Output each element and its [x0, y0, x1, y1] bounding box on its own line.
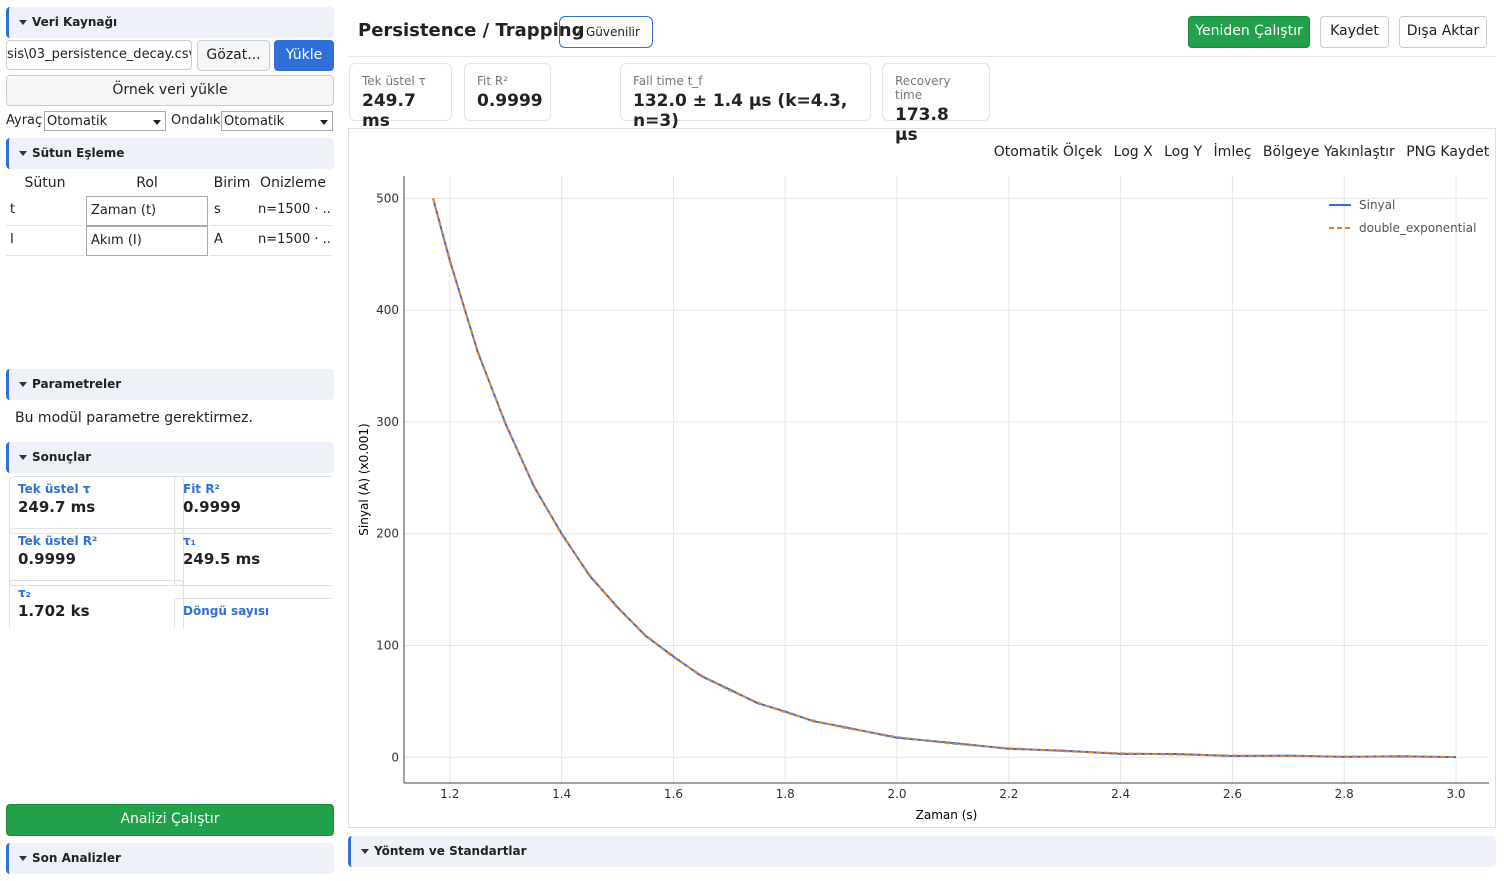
x-tick-label: 2.4 — [1111, 787, 1130, 801]
status-badge: Güvenilir — [559, 16, 653, 48]
table-header: Onizleme — [260, 175, 326, 191]
legend-label: double_exponential — [1359, 221, 1476, 235]
role-select[interactable]: Zaman (t) — [86, 196, 208, 226]
y-tick-label: 500 — [376, 191, 399, 205]
metric-label: Fit R² — [477, 74, 509, 88]
metric-label: Tek üstel τ — [362, 74, 426, 88]
x-tick-label: 2.6 — [1223, 787, 1242, 801]
rerun-button[interactable]: Yeniden Çalıştır — [1188, 16, 1310, 48]
toolbar-button[interactable]: Log Y — [1164, 143, 1203, 160]
y-tick-label: 200 — [376, 527, 399, 541]
table-cell: A — [210, 226, 254, 256]
result-card: τ₁ 249.5 ms — [174, 528, 332, 586]
y-tick-label: 100 — [376, 639, 399, 653]
table-header: Sütun — [24, 175, 66, 191]
table-cell: n=1500 · ... — [254, 196, 332, 226]
y-tick-label: 400 — [376, 303, 399, 317]
table-cell: n=1500 · ... — [254, 226, 332, 256]
result-card: Döngü sayısı — [174, 598, 332, 628]
metric-value: 173.8 µs — [895, 105, 949, 145]
result-card: Tek üstel τ 249.7 ms — [9, 476, 184, 534]
run-button[interactable]: Analizi Çalıştır — [6, 804, 334, 836]
result-value: 249.7 ms — [18, 498, 96, 516]
legend-label: Sinyal — [1359, 198, 1395, 212]
metric-card: Tek üstel τ 249.7 ms — [349, 63, 452, 131]
select[interactable]: Otomatik — [44, 111, 166, 131]
section-header[interactable]: Son Analizler — [6, 843, 334, 874]
result-label: Döngü sayısı — [183, 604, 270, 618]
section-header[interactable]: Veri Kaynağı — [6, 7, 334, 38]
result-value: 0.9999 — [183, 498, 241, 516]
role-select[interactable]: Akım (I) — [86, 226, 208, 256]
result-card: τ₂ 1.702 ks — [9, 580, 184, 628]
result-label: τ₁ — [183, 534, 196, 548]
metric-value: 249.7 ms — [362, 91, 416, 131]
x-tick-label: 2.0 — [887, 787, 906, 801]
metric-card: Fit R² 0.9999 — [464, 63, 551, 121]
page-title: Persistence / Trapping — [358, 20, 585, 41]
metric-card: Recovery time 173.8 µs — [882, 63, 990, 145]
note: Bu modül parametre gerektirmez. — [15, 410, 253, 426]
result-card: Fit R² 0.9999 — [174, 476, 332, 534]
check-icon — [573, 28, 582, 36]
x-tick-label: 2.8 — [1335, 787, 1354, 801]
toolbar-button[interactable]: Bölgeye Yakınlaştır — [1262, 143, 1395, 160]
result-cards: Tek üstel τ 249.7 ms Fit R² 0.9999 Tek üstel… — [9, 476, 332, 628]
metric-label: Fall time t_f — [633, 74, 703, 88]
save-button[interactable]: Kaydet — [1320, 16, 1389, 48]
table-header: Birim — [213, 175, 251, 191]
table-cell: t — [6, 196, 84, 226]
chart-toolbar: Otomatik Ölçek Log X Log Y İmleç Bölgeye Yak… — [988, 129, 1495, 174]
x-tick-label: 1.2 — [440, 787, 459, 801]
section-header[interactable]: Sütun Eşleme — [6, 138, 334, 169]
label: Ayraç — [6, 113, 43, 128]
x-tick-label: 1.6 — [664, 787, 683, 801]
label: Ondalık — [171, 113, 221, 128]
toolbar-button[interactable]: PNG Kaydet — [1406, 143, 1490, 160]
divider — [348, 56, 1496, 57]
toolbar-button[interactable]: Log X — [1113, 143, 1153, 160]
x-tick-label: 1.4 — [552, 787, 571, 801]
table-cell: I — [6, 226, 84, 256]
table-cell: s — [210, 196, 254, 226]
result-label: τ₂ — [18, 586, 31, 600]
result-value: 249.5 ms — [183, 550, 261, 568]
plot-area — [404, 176, 1489, 783]
section-header[interactable]: Sonuçlar — [6, 442, 334, 473]
y-tick-label: 0 — [391, 750, 399, 764]
metric-card: Fall time t_f 132.0 ± 1.4 µs (k=4.3, n=3) — [620, 63, 871, 131]
metric-value: 132.0 ± 1.4 µs (k=4.3, n=3) — [633, 91, 848, 131]
series-line — [432, 198, 1457, 758]
table-header: Rol — [136, 175, 158, 191]
load-button[interactable]: Yükle — [274, 40, 334, 71]
sample-button[interactable]: Örnek veri yükle — [6, 75, 334, 106]
section-header[interactable]: Parametreler — [6, 369, 334, 400]
toolbar-button[interactable]: İmleç — [1213, 143, 1252, 160]
select[interactable]: Otomatik — [221, 111, 333, 131]
chart: 0 100 200 300 400 500 1.2 1.4 1.6 1.8 2.0 2.2 2.4 2.6… — [348, 128, 1496, 828]
result-value: 0.9999 — [18, 550, 76, 568]
y-axis-label: Sinyal (A) (x0.001) — [357, 423, 371, 535]
browse-button[interactable]: Gözat... — [197, 40, 270, 71]
x-tick-label: 2.2 — [999, 787, 1018, 801]
x-tick-label: 3.0 — [1446, 787, 1465, 801]
export-button[interactable]: Dışa Aktar — [1399, 16, 1487, 48]
x-tick-label: 1.8 — [776, 787, 795, 801]
metric-label: Recovery time — [895, 74, 951, 102]
toolbar-button[interactable]: Otomatik Ölçek — [993, 143, 1103, 160]
result-label: Tek üstel R² — [18, 534, 98, 548]
x-axis-label: Zaman (s) — [916, 808, 978, 822]
result-value: 1.702 ks — [18, 602, 90, 620]
metric-value: 0.9999 — [477, 91, 543, 111]
file-input[interactable]: sis\03_persistence_decay.csv — [6, 40, 192, 70]
section-header[interactable]: Yöntem ve Standartlar — [348, 836, 1496, 867]
y-tick-label: 300 — [376, 415, 399, 429]
result-label: Tek üstel τ — [18, 482, 91, 496]
badge-text: Güvenilir — [586, 25, 640, 39]
result-label: Fit R² — [183, 482, 220, 496]
result-card: Tek üstel R² 0.9999 — [9, 528, 184, 586]
